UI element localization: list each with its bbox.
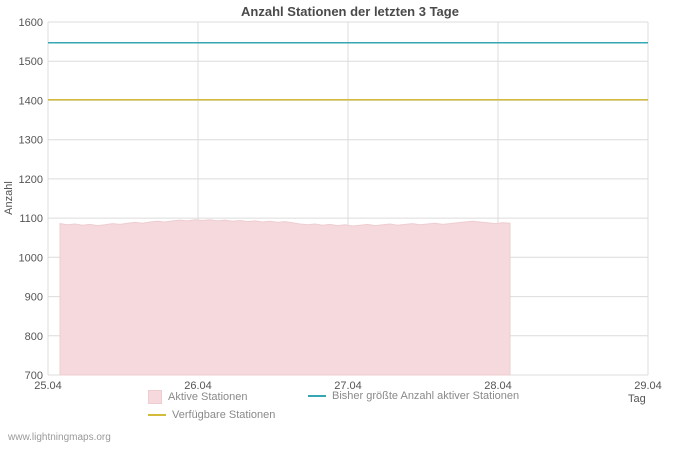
x-axis-label: Tag (628, 393, 646, 405)
svg-text:27.04: 27.04 (334, 380, 362, 392)
y-axis-label: Anzahl (3, 181, 15, 215)
legend-item-max-active-stations: Bisher größte Anzahl aktiver Stationen (308, 390, 519, 402)
svg-text:1000: 1000 (19, 252, 43, 264)
line-swatch-icon (148, 414, 166, 416)
legend-item-available-stations: Verfügbare Stationen (148, 409, 275, 421)
svg-text:26.04: 26.04 (184, 380, 212, 392)
legend-label: Verfügbare Stationen (172, 409, 276, 421)
line-swatch-icon (308, 395, 326, 397)
legend-label: Aktive Stationen (168, 391, 248, 403)
svg-text:1100: 1100 (19, 213, 43, 225)
legend-label: Bisher größte Anzahl aktiver Stationen (332, 390, 520, 402)
chart-title: Anzahl Stationen der letzten 3 Tage (241, 4, 459, 19)
svg-text:29.04: 29.04 (634, 380, 662, 392)
area-swatch-icon (148, 390, 162, 404)
svg-text:800: 800 (25, 331, 43, 343)
svg-text:700: 700 (25, 370, 43, 382)
svg-text:1600: 1600 (19, 17, 43, 29)
svg-text:1200: 1200 (19, 174, 43, 186)
legend-item-active-stations: Aktive Stationen (148, 390, 248, 404)
watermark-text: www.lightningmaps.org (8, 432, 111, 443)
svg-text:900: 900 (25, 292, 43, 304)
svg-text:25.04: 25.04 (34, 380, 62, 392)
svg-text:1500: 1500 (19, 56, 43, 68)
svg-text:1300: 1300 (19, 135, 43, 147)
svg-text:28.04: 28.04 (484, 380, 512, 392)
svg-text:1400: 1400 (19, 95, 43, 107)
